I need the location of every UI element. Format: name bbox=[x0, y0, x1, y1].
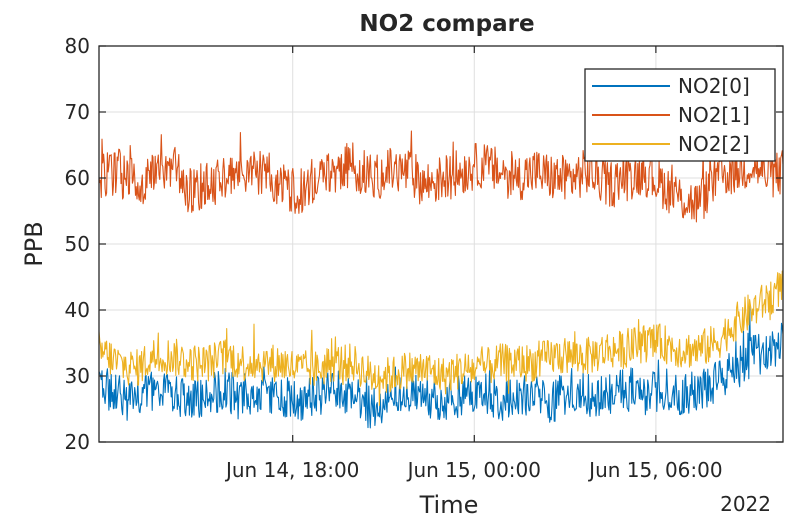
x-axis-label: Time bbox=[419, 491, 479, 519]
x-tick-label: Jun 15, 00:00 bbox=[406, 458, 541, 482]
chart-title: NO2 compare bbox=[359, 11, 534, 37]
series-line-0 bbox=[98, 301, 784, 429]
x-tick-label: Jun 15, 06:00 bbox=[587, 458, 722, 482]
y-tick-label: 80 bbox=[65, 34, 90, 58]
y-tick-label: 50 bbox=[65, 232, 90, 256]
legend-label: NO2[2] bbox=[678, 132, 750, 156]
legend: NO2[0] NO2[1] NO2[2] bbox=[584, 68, 776, 162]
series-line-1 bbox=[98, 121, 784, 223]
x-axis-year-label: 2022 bbox=[720, 492, 771, 516]
y-tick-label: 40 bbox=[65, 298, 90, 322]
x-axis-ticks: Jun 14, 18:00 Jun 15, 00:00 Jun 15, 06:00 bbox=[224, 46, 723, 482]
y-tick-label: 30 bbox=[65, 364, 90, 388]
y-axis-label: PPB bbox=[20, 221, 48, 266]
series-layer bbox=[98, 121, 784, 429]
y-tick-label: 60 bbox=[65, 166, 90, 190]
legend-label: NO2[1] bbox=[678, 103, 750, 127]
legend-label: NO2[0] bbox=[678, 74, 750, 98]
y-axis-ticks: 20 30 40 50 60 70 80 bbox=[65, 34, 783, 454]
y-tick-label: 70 bbox=[65, 100, 90, 124]
y-tick-label: 20 bbox=[65, 430, 90, 454]
series-line-2 bbox=[98, 270, 784, 406]
x-tick-label: Jun 14, 18:00 bbox=[224, 458, 359, 482]
